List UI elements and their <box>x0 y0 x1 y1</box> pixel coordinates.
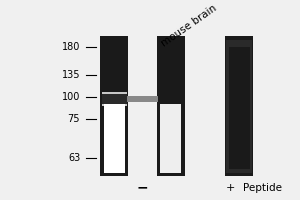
Text: 75: 75 <box>68 114 80 124</box>
FancyBboxPatch shape <box>100 36 128 176</box>
FancyBboxPatch shape <box>126 96 159 102</box>
FancyBboxPatch shape <box>229 47 250 169</box>
Text: −: − <box>137 181 148 195</box>
FancyBboxPatch shape <box>157 36 185 176</box>
FancyBboxPatch shape <box>102 92 127 106</box>
FancyBboxPatch shape <box>225 36 253 176</box>
Text: mouse brain: mouse brain <box>159 3 218 48</box>
Text: 180: 180 <box>62 42 80 52</box>
FancyBboxPatch shape <box>104 102 125 173</box>
Text: 135: 135 <box>62 70 80 80</box>
Text: 63: 63 <box>68 153 80 163</box>
FancyBboxPatch shape <box>226 40 252 173</box>
Text: Peptide: Peptide <box>243 183 282 193</box>
FancyBboxPatch shape <box>160 103 182 173</box>
Text: +: + <box>226 183 235 193</box>
FancyBboxPatch shape <box>158 93 183 104</box>
Text: 100: 100 <box>62 92 80 102</box>
FancyBboxPatch shape <box>102 94 127 104</box>
